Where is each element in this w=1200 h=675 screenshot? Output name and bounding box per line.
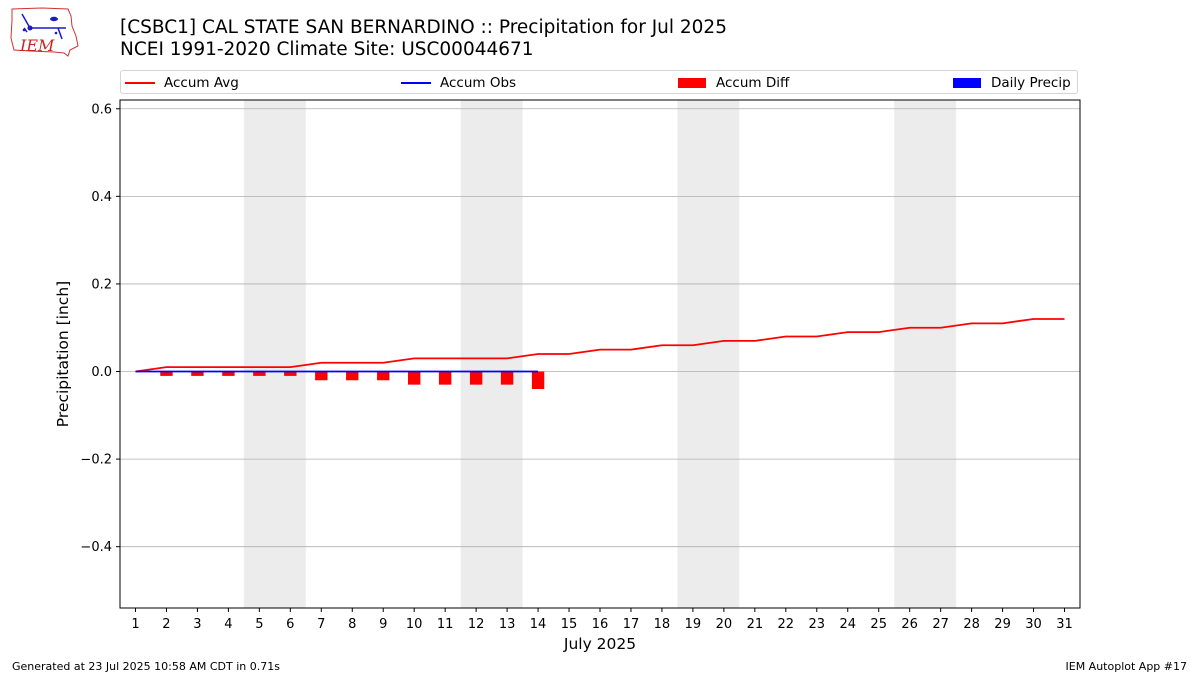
- x-tick-label: 14: [530, 617, 547, 632]
- accum-diff-bar: [222, 371, 235, 376]
- accum-diff-bar: [346, 371, 359, 381]
- accum-diff-bar: [284, 371, 297, 376]
- x-tick-label: 5: [255, 617, 263, 632]
- y-tick-label: 0.2: [91, 277, 112, 292]
- x-tick-label: 25: [870, 617, 887, 632]
- chart-subtitle: NCEI 1991-2020 Climate Site: USC00044671: [120, 39, 534, 60]
- x-tick-label: 4: [224, 617, 232, 632]
- legend-item-daily-precip: Daily Precip: [953, 74, 1071, 92]
- x-tick-label: 28: [963, 617, 980, 632]
- x-tick-label: 3: [193, 617, 201, 632]
- accum-diff-bar: [377, 371, 390, 381]
- accum-diff-bar: [315, 371, 328, 381]
- x-tick-label: 31: [1056, 617, 1073, 632]
- x-tick-label: 27: [932, 617, 949, 632]
- accum-obs-swatch: [401, 82, 431, 84]
- iem-logo: IEM: [10, 7, 79, 57]
- x-tick-label: 6: [286, 617, 294, 632]
- chart-legend: Accum Avg Accum Obs Accum Diff Daily Pre…: [120, 70, 1078, 94]
- x-axis-label: July 2025: [563, 635, 636, 653]
- accum-diff-bar: [191, 371, 204, 376]
- weekend-band: [460, 100, 523, 608]
- legend-item-accum-diff: Accum Diff: [678, 74, 789, 92]
- x-tick-label: 10: [406, 617, 423, 632]
- accum-diff-bar: [531, 371, 545, 390]
- x-tick-label: 16: [592, 617, 609, 632]
- weekend-band: [894, 100, 957, 608]
- accum-diff-swatch: [678, 78, 706, 88]
- x-tick-label: 24: [839, 617, 856, 632]
- chart-title: [CSBC1] CAL STATE SAN BERNARDINO :: Prec…: [120, 17, 727, 38]
- x-tick-label: 15: [561, 617, 578, 632]
- legend-item-accum-obs: Accum Obs: [401, 74, 516, 92]
- y-tick-label: 0.6: [91, 102, 112, 117]
- accum-diff-bar: [438, 371, 452, 385]
- x-tick-label: 22: [778, 617, 795, 632]
- accum-diff-bar: [469, 371, 483, 385]
- accum-diff-bar: [160, 371, 173, 376]
- x-tick-label: 1: [131, 617, 139, 632]
- y-tick-label: −0.2: [80, 453, 112, 468]
- x-tick-label: 12: [468, 617, 485, 632]
- x-tick-label: 20: [716, 617, 733, 632]
- y-tick-label: 0.4: [91, 190, 112, 205]
- x-tick-label: 17: [623, 617, 640, 632]
- x-tick-label: 26: [901, 617, 918, 632]
- x-tick-label: 19: [685, 617, 702, 632]
- accum-diff-bar: [253, 371, 266, 376]
- y-tick-label: 0.0: [91, 365, 112, 380]
- accum-avg-line: [135, 318, 1065, 373]
- x-tick-label: 2: [162, 617, 170, 632]
- accum-diff-bar: [500, 371, 514, 385]
- x-tick-label: 8: [348, 617, 356, 632]
- x-tick-label: 18: [654, 617, 671, 632]
- legend-item-accum-avg: Accum Avg: [125, 74, 239, 92]
- x-tick-label: 7: [317, 617, 325, 632]
- accum-avg-swatch: [125, 82, 155, 84]
- x-tick-label: 29: [994, 617, 1011, 632]
- weekend-band: [677, 100, 740, 608]
- x-tick-label: 13: [499, 617, 516, 632]
- legend-label-accum-diff: Accum Diff: [716, 75, 790, 91]
- legend-label-accum-avg: Accum Avg: [164, 75, 239, 91]
- x-tick-label: 11: [437, 617, 454, 632]
- logo-text: IEM: [19, 36, 55, 55]
- x-tick-label: 21: [747, 617, 764, 632]
- accum-diff-bar: [408, 371, 421, 385]
- x-tick-label: 23: [809, 617, 826, 632]
- legend-label-accum-obs: Accum Obs: [440, 75, 517, 91]
- legend-label-daily-precip: Daily Precip: [991, 75, 1071, 91]
- generated-timestamp: Generated at 23 Jul 2025 10:58 AM CDT in…: [12, 660, 280, 673]
- daily-precip-swatch: [953, 78, 981, 88]
- x-tick-label: 30: [1025, 617, 1042, 632]
- weekend-band: [243, 100, 306, 608]
- x-tick-label: 9: [379, 617, 387, 632]
- app-id: IEM Autoplot App #17: [1065, 660, 1188, 673]
- y-axis-label: Precipitation [inch]: [54, 281, 72, 427]
- y-tick-label: −0.4: [80, 540, 112, 555]
